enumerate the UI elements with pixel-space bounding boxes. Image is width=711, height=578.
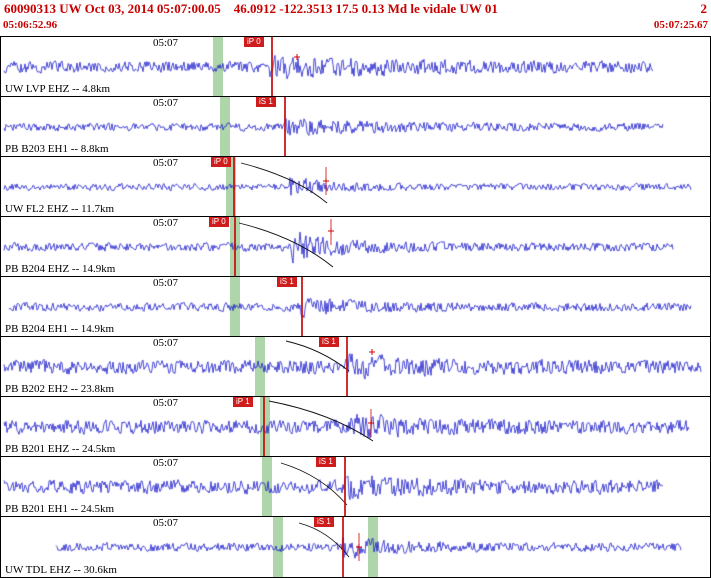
seismogram-rows: 05:07 UW LVP EHZ -- 4.8km iP 0 05:07 PB … xyxy=(0,36,711,578)
time-tick-label: 05:07 xyxy=(153,37,179,49)
phase-flag[interactable]: iS 1 xyxy=(277,277,297,287)
pick-line xyxy=(342,517,344,577)
trace-row: 05:07 PB B201 EH1 -- 24.5km iS 1 xyxy=(1,457,710,517)
waveform-trace[interactable] xyxy=(1,277,710,336)
trace-row: 05:07 PB B202 EH2 -- 23.8km iS 1 xyxy=(1,337,710,397)
time-tick-label: 05:07 xyxy=(153,277,179,289)
pick-line xyxy=(344,457,346,516)
waveform-trace[interactable] xyxy=(1,97,710,156)
phase-flag[interactable]: iP 0 xyxy=(244,37,264,47)
phase-flag[interactable]: iP 0 xyxy=(209,217,229,227)
waveform-trace[interactable] xyxy=(1,517,710,577)
waveform-trace[interactable] xyxy=(1,457,710,516)
phase-flag[interactable]: iS 1 xyxy=(316,457,336,467)
station-label: PB B204 EH1 -- 14.9km xyxy=(5,323,115,335)
station-label: PB B201 EH1 -- 24.5km xyxy=(5,503,115,515)
time-tick-label: 05:07 xyxy=(153,157,179,169)
pick-line xyxy=(346,337,348,396)
pick-line xyxy=(234,217,236,276)
station-label: PB B204 EHZ -- 14.9km xyxy=(5,263,116,275)
trace-row: 05:07 PB B201 EHZ -- 24.5km iP 1 xyxy=(1,397,710,457)
time-tick-label: 05:07 xyxy=(153,337,179,349)
pick-line xyxy=(271,37,273,96)
trace-row: 05:07 UW TDL EHZ -- 30.6km iS 1 xyxy=(1,517,710,577)
phase-flag[interactable]: iS 1 xyxy=(314,517,334,527)
window-start-time: 05:06:52.96 xyxy=(3,19,58,31)
time-tick-label: 05:07 xyxy=(153,397,179,409)
station-label: PB B203 EH1 -- 8.8km xyxy=(5,143,109,155)
trace-row: 05:07 PB B204 EH1 -- 14.9km iS 1 xyxy=(1,277,710,337)
trace-row: 05:07 UW LVP EHZ -- 4.8km iP 0 xyxy=(1,37,710,97)
waveform-trace[interactable] xyxy=(1,337,710,396)
time-tick-label: 05:07 xyxy=(153,517,179,529)
phase-flag[interactable]: iS 1 xyxy=(319,337,339,347)
phase-flag[interactable]: iS 1 xyxy=(256,97,276,107)
station-label: UW TDL EHZ -- 30.6km xyxy=(5,564,117,576)
station-label: PB B202 EH2 -- 23.8km xyxy=(5,383,115,395)
station-label: UW LVP EHZ -- 4.8km xyxy=(5,83,111,95)
pick-line xyxy=(263,397,265,456)
time-tick-label: 05:07 xyxy=(153,457,179,469)
event-summary-line: 60090313 UW Oct 03, 2014 05:07:00.05 46.… xyxy=(4,1,707,17)
window-end-time: 05:07:25.67 xyxy=(653,19,708,31)
header-bar: 60090313 UW Oct 03, 2014 05:07:00.05 46.… xyxy=(0,0,711,36)
waveform-trace[interactable] xyxy=(1,157,710,216)
pick-line xyxy=(233,157,235,216)
phase-flag[interactable]: iP 0 xyxy=(211,157,231,167)
phase-flag[interactable]: iP 1 xyxy=(233,397,253,407)
pick-line xyxy=(284,97,286,156)
trace-row: 05:07 PB B204 EHZ -- 14.9km iP 0 xyxy=(1,217,710,277)
trace-row: 05:07 PB B203 EH1 -- 8.8km iS 1 xyxy=(1,97,710,157)
time-window-line: 05:06:52.96 05:07:25.67 xyxy=(3,19,708,31)
waveform-trace[interactable] xyxy=(1,217,710,276)
time-tick-label: 05:07 xyxy=(153,97,179,109)
station-label: PB B201 EHZ -- 24.5km xyxy=(5,443,116,455)
time-tick-label: 05:07 xyxy=(153,217,179,229)
station-label: UW FL2 EHZ -- 11.7km xyxy=(5,203,115,215)
event-flag-count: 2 xyxy=(700,1,708,16)
event-summary: 60090313 UW Oct 03, 2014 05:07:00.05 46.… xyxy=(4,1,498,16)
pick-line xyxy=(301,277,303,336)
trace-row: 05:07 UW FL2 EHZ -- 11.7km iP 0 xyxy=(1,157,710,217)
waveform-trace[interactable] xyxy=(1,37,710,96)
